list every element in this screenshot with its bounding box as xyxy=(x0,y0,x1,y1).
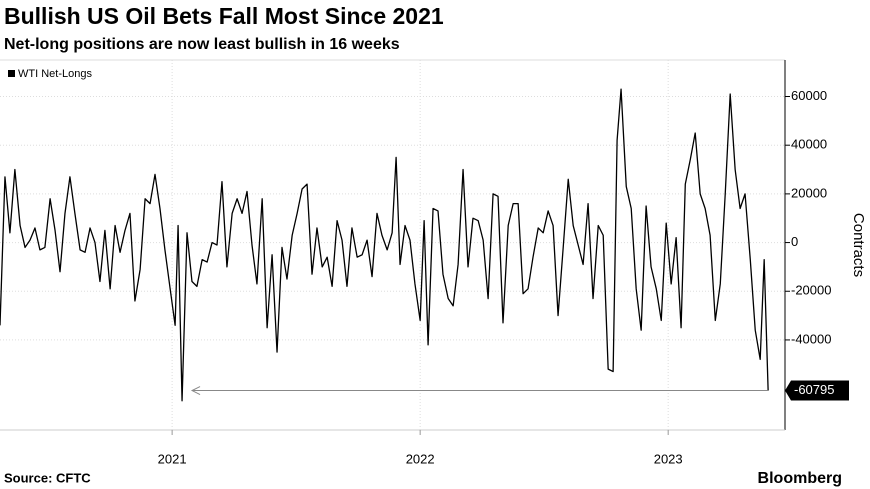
last-value-label: -60795 xyxy=(794,382,834,397)
y-tick-label: 0 xyxy=(791,234,798,249)
y-tick-label: -40000 xyxy=(791,331,831,346)
legend-box xyxy=(4,64,108,84)
y-tick-label: 20000 xyxy=(791,185,827,200)
legend: WTI Net-Longs xyxy=(4,64,108,84)
y-tick-label: -20000 xyxy=(791,283,831,298)
brand: Bloomberg xyxy=(758,470,842,487)
x-tick-label: 2022 xyxy=(406,451,435,466)
x-tick-label: 2023 xyxy=(654,451,683,466)
y-axis-title: Contracts xyxy=(850,213,867,277)
chart-subtitle: Net-long positions are now least bullish… xyxy=(4,36,400,53)
legend-label: WTI Net-Longs xyxy=(18,68,92,80)
chart-title: Bullish US Oil Bets Fall Most Since 2021 xyxy=(4,3,444,29)
legend-swatch xyxy=(8,70,15,77)
data-line xyxy=(0,88,769,402)
x-tick-label: 2021 xyxy=(158,451,187,466)
y-tick-label: 60000 xyxy=(791,88,827,103)
source: Source: CFTC xyxy=(4,470,91,485)
y-tick-label: 40000 xyxy=(791,137,827,152)
value-box xyxy=(785,380,849,401)
arrow-head xyxy=(190,386,201,396)
